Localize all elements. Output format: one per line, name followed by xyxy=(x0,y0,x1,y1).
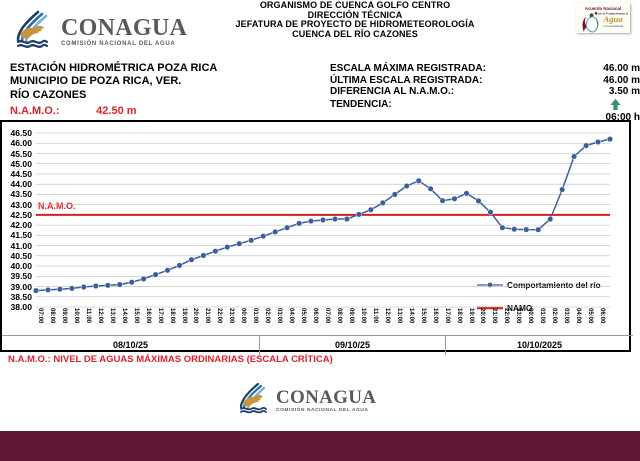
svg-text:y la sustentabilidad: y la sustentabilidad xyxy=(603,25,624,28)
svg-text:COMISIÓN NACIONAL DEL AGUA: COMISIÓN NACIONAL DEL AGUA xyxy=(61,39,175,47)
svg-text:Acuerdo Nacional: Acuerdo Nacional xyxy=(585,6,622,11)
svg-text:Agua: Agua xyxy=(603,14,624,24)
svg-text:CONAGUA: CONAGUA xyxy=(61,15,187,41)
svg-text:CONAGUA: CONAGUA xyxy=(276,387,376,408)
